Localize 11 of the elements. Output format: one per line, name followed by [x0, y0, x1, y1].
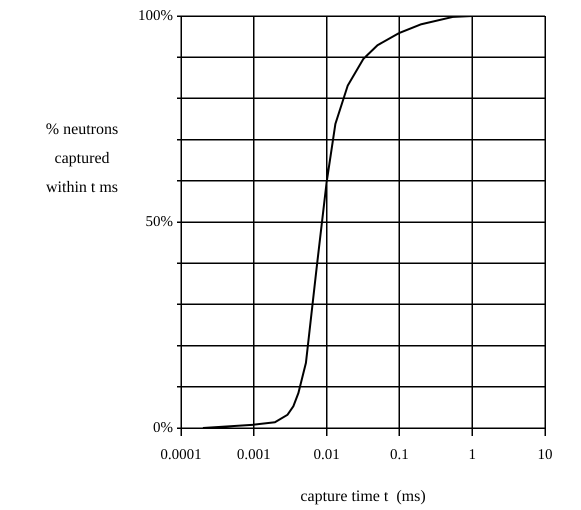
x-tick-label: 0.001 — [236, 446, 271, 463]
x-tick-label: 10 — [538, 446, 552, 463]
x-tick-label: 0.0001 — [160, 446, 202, 463]
y-tick-label: 100% — [138, 8, 173, 24]
y-tick-label: 0% — [153, 420, 173, 436]
x-axis-title: capture time t (ms) — [300, 488, 426, 506]
x-tick-label: 1 — [468, 446, 476, 463]
y-axis-title: % neutrons captured within t ms — [46, 121, 118, 196]
x-tick-label: 0.1 — [390, 446, 409, 463]
x-tick-label: 0.01 — [313, 446, 340, 463]
y-tick-label: 50% — [146, 214, 173, 230]
